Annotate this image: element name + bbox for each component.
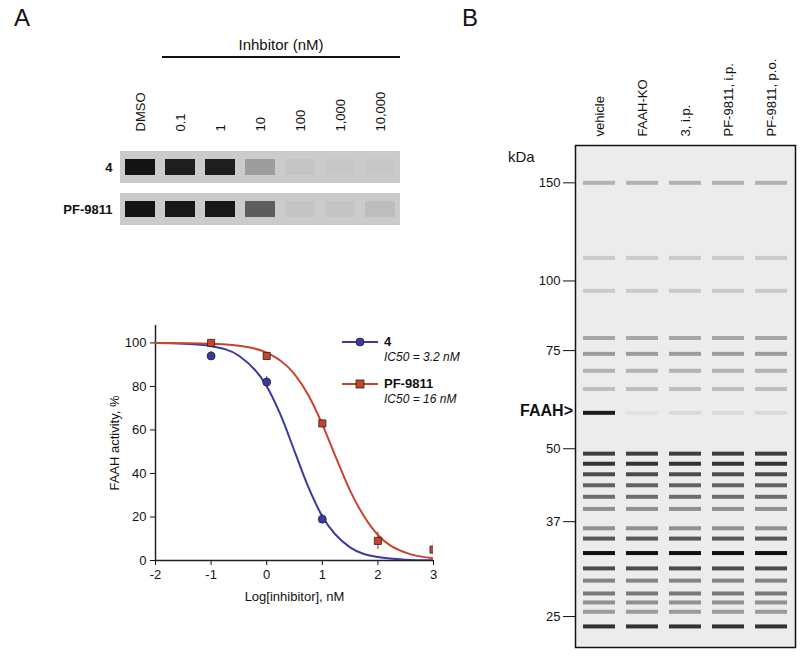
svg-text:2: 2	[374, 567, 381, 582]
html-text:FAAH>: FAAH>	[520, 402, 573, 420]
html-text:B: B	[462, 4, 478, 31]
svg-text:3, i.p.: 3, i.p.	[678, 105, 693, 137]
html-text:PF-9811: PF-9811	[384, 376, 434, 391]
svg-text:1: 1	[213, 124, 228, 131]
html-text:A: A	[14, 4, 30, 31]
html-text:IC50 = 3.2 nM: IC50 = 3.2 nM	[384, 350, 460, 364]
svg-text:PF-9811, i.p.: PF-9811, i.p.	[721, 63, 736, 136]
svg-text:FAAH-KO: FAAH-KO	[635, 79, 650, 136]
svg-text:80: 80	[132, 379, 146, 394]
svg-text:100: 100	[539, 273, 561, 288]
svg-text:0: 0	[139, 553, 146, 568]
svg-text:150: 150	[539, 175, 561, 190]
svg-text:PF-9811: PF-9811	[63, 202, 112, 217]
svg-text:100: 100	[125, 335, 147, 350]
svg-text:10: 10	[253, 117, 268, 131]
svg-text:25: 25	[546, 609, 560, 624]
svg-text:PF-9811, p.o.: PF-9811, p.o.	[764, 59, 779, 137]
svg-text:1: 1	[319, 567, 326, 582]
html-text:Inhbitor (nM): Inhbitor (nM)	[238, 36, 324, 53]
svg-text:4: 4	[105, 160, 113, 175]
svg-text:Log[inhibitor], nM: Log[inhibitor], nM	[245, 589, 345, 604]
svg-text:0: 0	[263, 567, 270, 582]
svg-text:10,000: 10,000	[373, 92, 388, 132]
svg-text:0.1: 0.1	[173, 113, 188, 131]
svg-text:100: 100	[293, 110, 308, 132]
svg-text:1,000: 1,000	[333, 99, 348, 132]
svg-text:FAAH activity, %: FAAH activity, %	[107, 395, 122, 491]
svg-text:50: 50	[546, 441, 560, 456]
svg-text:-2: -2	[150, 567, 162, 582]
svg-text:37: 37	[546, 514, 560, 529]
svg-text:60: 60	[132, 422, 146, 437]
html-text:4: 4	[384, 334, 392, 349]
svg-text:75: 75	[546, 343, 560, 358]
svg-text:DMSO: DMSO	[133, 93, 148, 132]
html-text:kDa: kDa	[508, 148, 535, 166]
html-text:IC50 = 16 nM: IC50 = 16 nM	[384, 392, 457, 406]
svg-text:20: 20	[132, 509, 146, 524]
svg-text:40: 40	[132, 466, 146, 481]
svg-text:vehicle: vehicle	[592, 96, 607, 136]
svg-text:3: 3	[430, 567, 437, 582]
svg-text:-1: -1	[205, 567, 217, 582]
